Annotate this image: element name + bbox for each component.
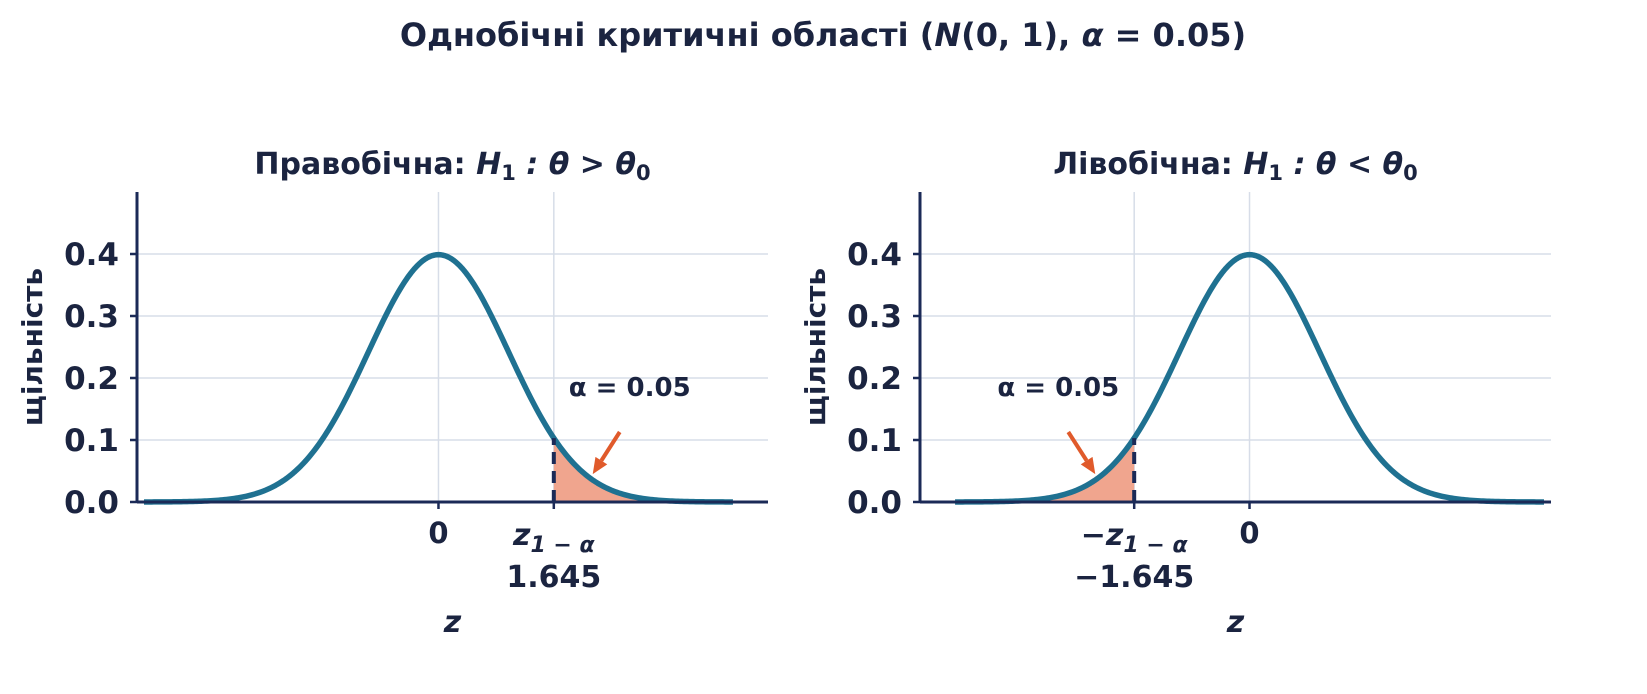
y-tick-label: 0.0 bbox=[64, 485, 119, 521]
grid bbox=[920, 192, 1551, 502]
panel-title: Лівобічна: H1 : θ < θ0 bbox=[1053, 147, 1418, 185]
x-tick-critical-value: −1.645 bbox=[1074, 560, 1194, 595]
y-tick-label: 0.4 bbox=[847, 237, 902, 273]
panel-right-tailed: 0.00.10.20.30.4 α = 0.05 0 z1 − α 1.645 … bbox=[16, 147, 768, 640]
x-axis-label: z bbox=[1226, 605, 1245, 640]
arrow-head bbox=[1080, 456, 1096, 475]
y-axis-label: щільність bbox=[799, 268, 832, 426]
figure-title: Однобічні критичні області (N(0, 1), α =… bbox=[400, 16, 1246, 54]
alpha-arrow bbox=[1066, 430, 1096, 475]
y-axis-label: щільність bbox=[16, 268, 49, 426]
arrow-shaft bbox=[1066, 430, 1089, 462]
x-tick-critical-symbol: −z1 − α bbox=[1081, 518, 1189, 558]
x-axis-label: z bbox=[443, 605, 462, 640]
y-tick-label: 0.3 bbox=[64, 299, 119, 335]
y-tick-label: 0.2 bbox=[64, 361, 119, 397]
x-tick-critical-symbol: z1 − α bbox=[512, 518, 596, 558]
y-tick-label: 0.1 bbox=[64, 423, 119, 459]
x-tick-critical-value: 1.645 bbox=[506, 560, 601, 595]
grid bbox=[137, 192, 768, 502]
density-curve bbox=[954, 251, 1545, 505]
y-ticks: 0.0 0.1 0.2 0.3 0.4 bbox=[64, 237, 556, 521]
arrow-head bbox=[592, 456, 608, 475]
panel-left-tailed: 0.0 0.1 0.2 0.3 0.4 α = 0.05 0 −z1 − α −1.64… bbox=[799, 147, 1551, 640]
y-tick-label: 0.3 bbox=[847, 299, 902, 335]
alpha-annotation: α = 0.05 bbox=[569, 373, 691, 403]
x-tick-zero: 0 bbox=[1239, 516, 1259, 550]
density-curve bbox=[143, 251, 734, 505]
x-tick-zero: 0 bbox=[428, 516, 448, 550]
y-tick-label: 0.2 bbox=[847, 361, 902, 397]
arrow-shaft bbox=[599, 430, 622, 462]
y-ticks: 0.0 0.1 0.2 0.3 0.4 bbox=[847, 237, 1251, 521]
y-tick-label: 0.0 bbox=[847, 485, 902, 521]
y-tick-label: 0.4 bbox=[64, 237, 119, 273]
alpha-annotation: α = 0.05 bbox=[997, 373, 1119, 403]
y-tick-label: 0.1 bbox=[847, 423, 902, 459]
panel-title: Правобічна: H1 : θ > θ0 bbox=[254, 147, 650, 185]
alpha-arrow bbox=[592, 430, 622, 475]
